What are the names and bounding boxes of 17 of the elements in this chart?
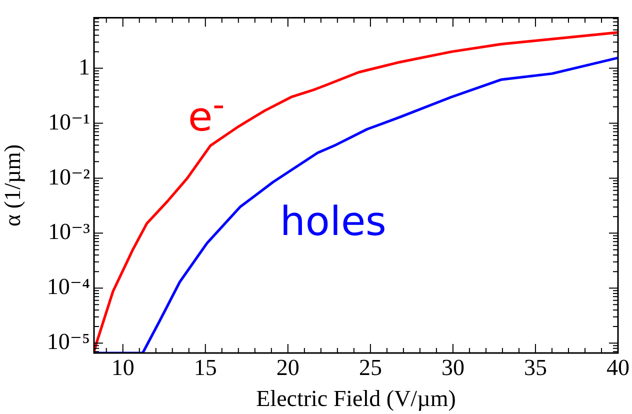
series-label: holes — [280, 199, 386, 245]
y-tick-label: 10⁻⁴ — [46, 274, 90, 300]
x-tick-label: 20 — [276, 354, 300, 380]
y-tick-label: 1 — [78, 54, 90, 80]
x-tick-label: 15 — [194, 354, 217, 380]
x-tick-label: 35 — [524, 354, 547, 380]
y-tick-label: 10⁻⁵ — [46, 329, 90, 354]
y-axis-title: α (1/µm) — [0, 144, 25, 226]
y-tick-label: 10⁻³ — [48, 219, 90, 244]
x-tick-label: 40 — [606, 354, 630, 380]
x-tick-label: 30 — [441, 354, 464, 380]
x-tick-label: 25 — [358, 354, 382, 380]
x-tick-label: 10 — [111, 354, 134, 380]
series-label: e$^{-}$ — [188, 85, 225, 140]
x-axis-title: Electric Field (V/µm) — [256, 386, 456, 412]
y-tick-label: 10⁻¹ — [48, 109, 90, 134]
y-tick-label: 10⁻² — [48, 164, 90, 190]
